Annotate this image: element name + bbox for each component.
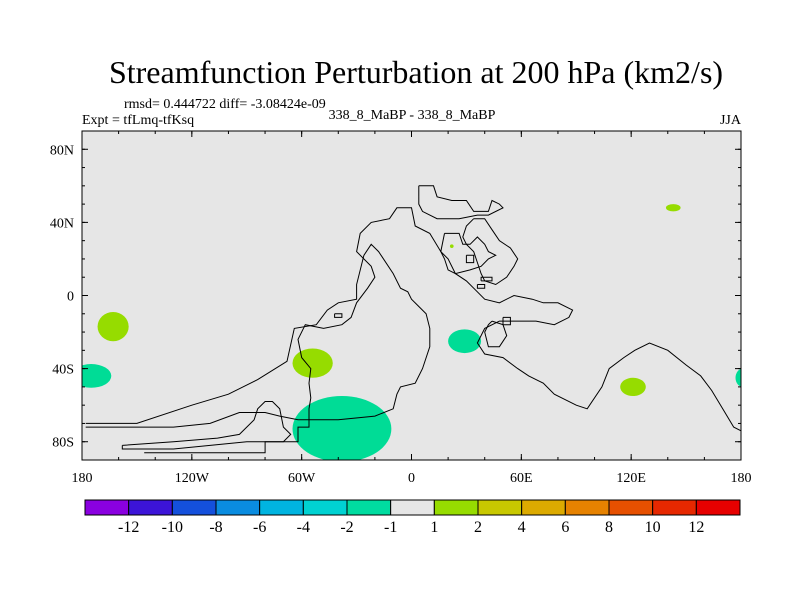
colorbar-label: 6 bbox=[561, 519, 569, 536]
anomaly-east-edge-negative bbox=[735, 368, 741, 387]
y-tick-label: 0 bbox=[67, 290, 74, 305]
x-tick-label: 120E bbox=[616, 471, 646, 486]
colorbar-swatch bbox=[259, 499, 304, 516]
y-tick-label: 40N bbox=[50, 216, 74, 231]
anomaly-chile-positive bbox=[292, 348, 333, 378]
colorbar-label: 1 bbox=[430, 519, 438, 536]
colorbar-label: 12 bbox=[688, 519, 704, 536]
x-tick-label: 0 bbox=[408, 471, 415, 486]
x-tick-label: 60W bbox=[288, 471, 316, 486]
coastline-arabia-block bbox=[462, 218, 519, 286]
anomaly-pacific-midlat-negative bbox=[82, 364, 112, 388]
anomaly-layer bbox=[82, 204, 741, 460]
coastline-small-island-2 bbox=[476, 284, 486, 289]
x-tick-label: 180 bbox=[72, 471, 93, 486]
colorbar-swatch bbox=[346, 499, 392, 516]
colorbar-swatch bbox=[695, 499, 741, 516]
colorbar-swatch bbox=[302, 499, 348, 516]
coastline-americas-outline bbox=[144, 207, 741, 454]
x-tick-label: 120W bbox=[175, 471, 210, 486]
colorbar-label: -10 bbox=[162, 519, 183, 536]
center-subtitle: 338_8_MaBP - 338_8_MaBP bbox=[329, 108, 496, 123]
coastline-southern-island bbox=[484, 320, 508, 348]
coastline-eurasia-outline bbox=[418, 185, 504, 220]
tick-layer: 180 120W 60W 0 60E 120E 180 80N 40N 0 40S 80S bbox=[50, 131, 752, 486]
anomaly-north-pacific-positive bbox=[665, 204, 681, 212]
x-tick-label: 180 bbox=[731, 471, 752, 486]
stats-line: rmsd= 0.444722 diff= -3.08424e-09 bbox=[124, 97, 326, 112]
anomaly-south-africa-negative bbox=[448, 329, 482, 354]
anomaly-arabia-small-positive bbox=[449, 244, 454, 248]
anomaly-australia-positive bbox=[620, 377, 646, 397]
colorbar-swatch bbox=[433, 499, 479, 516]
colorbar-swatch bbox=[564, 499, 610, 516]
coastline-small-island-4 bbox=[502, 316, 511, 326]
chart-title: Streamfunction Perturbation at 200 hPa (… bbox=[109, 54, 723, 90]
anomaly-pacific-subtropical-positive bbox=[97, 311, 129, 342]
colorbar-label: -2 bbox=[340, 519, 353, 536]
left-subtitle: Expt = tfLmq-tfKsq bbox=[82, 113, 194, 128]
colorbar-label: -6 bbox=[253, 519, 266, 536]
colorbar-swatch bbox=[128, 499, 173, 516]
y-tick-label: 80S bbox=[52, 436, 74, 451]
colorbar-label: -12 bbox=[118, 519, 139, 536]
colorbar-swatch bbox=[608, 499, 654, 516]
coastline-antarctic-strip-1 bbox=[85, 243, 431, 428]
colorbar-label: 8 bbox=[605, 519, 613, 536]
y-tick-label: 40S bbox=[52, 363, 74, 378]
colorbar-label: 2 bbox=[474, 519, 482, 536]
x-tick-label: 60E bbox=[510, 471, 533, 486]
coastline-layer bbox=[85, 185, 741, 454]
anomaly-south-atlantic-negative bbox=[292, 396, 392, 460]
y-tick-label: 80N bbox=[50, 143, 74, 158]
colorbar-swatch bbox=[215, 499, 261, 516]
colorbar-label: -8 bbox=[209, 519, 222, 536]
colorbar-label: 4 bbox=[518, 519, 526, 536]
colorbar-swatch bbox=[652, 499, 697, 516]
right-subtitle: JJA bbox=[720, 113, 742, 128]
colorbar-swatch bbox=[390, 499, 435, 516]
coastline-antarctic-strip-2 bbox=[121, 401, 292, 450]
coastline-cuba-island bbox=[334, 313, 343, 318]
coastline-small-island-3 bbox=[480, 276, 493, 282]
colorbar-swatch bbox=[171, 499, 217, 516]
colorbar-label: -4 bbox=[297, 519, 310, 536]
colorbar-swatch bbox=[521, 499, 566, 516]
colorbar-label: -1 bbox=[384, 519, 397, 536]
plot-area bbox=[82, 131, 741, 460]
coastline-small-island-1 bbox=[465, 254, 475, 264]
colorbar: -12 -10 -8 -6 -4 -2 -1 1 2 4 6 8 10 12 bbox=[84, 499, 741, 536]
colorbar-label: 10 bbox=[645, 519, 661, 536]
colorbar-swatch bbox=[84, 499, 130, 516]
colorbar-swatch bbox=[477, 499, 523, 516]
